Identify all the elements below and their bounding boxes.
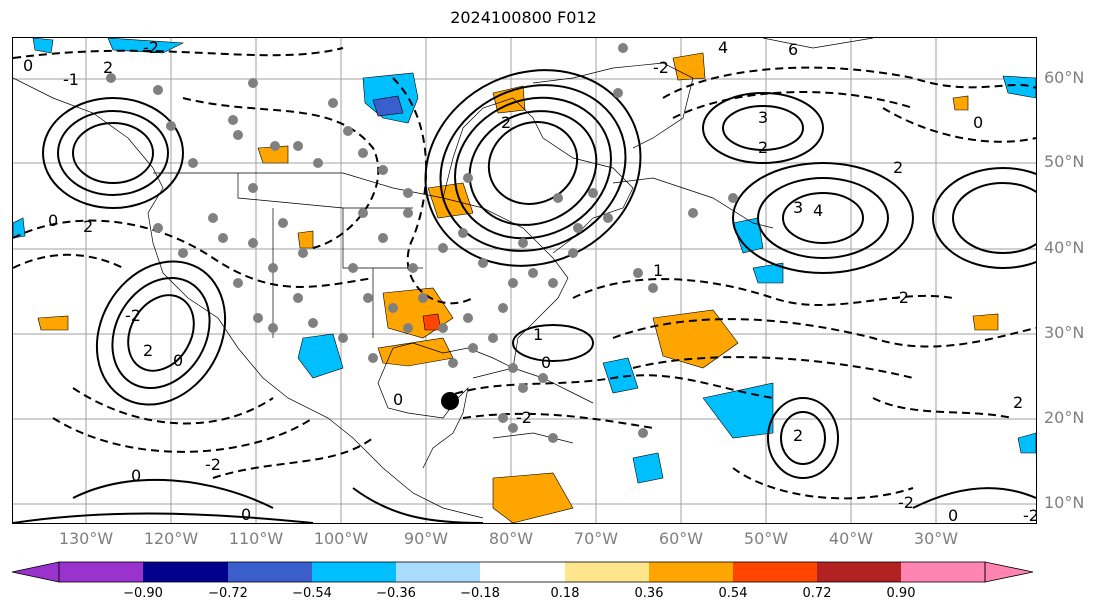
contour-label: 6 (788, 40, 798, 59)
contour-label: 3 (793, 198, 803, 217)
colorbar-segment (733, 562, 817, 582)
contour-label: 2 (501, 113, 511, 132)
contour-label: 0 (131, 466, 141, 485)
lon-label: 130°W (58, 529, 114, 548)
colorbar-tick-label: 0.54 (718, 586, 748, 601)
dashed-contours (13, 47, 1036, 500)
colorbar-extend-low (11, 561, 60, 583)
contour-label: -2 (516, 408, 532, 427)
contour-label: 2 (758, 138, 768, 157)
colorbar-segment (649, 562, 733, 582)
contour-label: 2 (793, 426, 803, 445)
contour-label: 0 (241, 505, 251, 523)
lon-label: 30°W (913, 529, 959, 548)
lon-label: 70°W (573, 529, 619, 548)
colorbar-tick-label: −0.18 (460, 586, 500, 601)
contour-label: 0 (173, 351, 183, 370)
colorbar-segment (565, 562, 649, 582)
contour-label: -2 (1023, 506, 1036, 523)
lat-label: 50°N (1044, 152, 1085, 171)
colorbar-segment (312, 562, 396, 582)
colorbar-tick-label: 0.36 (634, 586, 664, 601)
contour-label: -2 (205, 455, 221, 474)
contour-label: 2 (1013, 393, 1023, 412)
contour-label: 4 (813, 201, 823, 220)
contour-label: 4 (718, 38, 728, 57)
contour-label: -2 (125, 306, 141, 325)
colorbar-segment (143, 562, 228, 582)
colorbar-tick-label: 0.90 (886, 586, 916, 601)
contour-label: 2 (143, 341, 153, 360)
lon-label: 50°W (743, 529, 789, 548)
lon-label: 110°W (228, 529, 284, 548)
map-panel: 0 -1 2 -2 0 2 -2 2 0 0 -2 0 0 -2 0 1 2 -… (12, 37, 1037, 524)
contour-label: -2 (893, 288, 909, 307)
colorbar-tick-label: −0.72 (208, 586, 248, 601)
storm-center-marker (441, 392, 459, 410)
solid-contours (13, 69, 1036, 523)
colorbar-tick-label: 0.72 (802, 586, 832, 601)
coastlines (13, 38, 874, 519)
graticule (13, 38, 1036, 523)
station-markers (106, 43, 738, 443)
lon-label: 120°W (143, 529, 199, 548)
colorbar-tick-label: −0.54 (292, 586, 332, 601)
map-canvas: 0 -1 2 -2 0 2 -2 2 0 0 -2 0 0 -2 0 1 2 -… (13, 38, 1036, 523)
contour-label: 1 (653, 261, 663, 280)
lat-label: 60°N (1044, 68, 1085, 87)
contour-label: 2 (893, 158, 903, 177)
contour-label: 0 (948, 506, 958, 523)
colorbar-segment (228, 562, 312, 582)
contour-label: -1 (63, 70, 79, 89)
contour-label: -2 (143, 38, 159, 57)
contour-label: 0 (393, 390, 403, 409)
lon-label: 40°W (828, 529, 874, 548)
contour-label: 0 (541, 353, 551, 372)
colorbar-extend-high (984, 561, 1034, 583)
colorbar (11, 561, 1034, 583)
map-title: 2024100800 F012 (450, 8, 597, 27)
colorbar-segment (396, 562, 480, 582)
lat-label: 10°N (1044, 493, 1085, 512)
contour-label: 0 (23, 56, 33, 75)
anomaly-fills (13, 38, 1036, 523)
lon-label: 90°W (403, 529, 449, 548)
contour-label: 3 (758, 108, 768, 127)
lat-label: 20°N (1044, 408, 1085, 427)
contour-label: 2 (103, 58, 113, 77)
colorbar-segment (901, 562, 985, 582)
colorbar-tick-label: −0.90 (123, 586, 163, 601)
contour-label: -2 (653, 58, 669, 77)
contour-label: 0 (48, 211, 58, 230)
colorbar-outline (58, 561, 986, 583)
lat-label: 30°N (1044, 323, 1085, 342)
lon-label: 80°W (488, 529, 534, 548)
colorbar-segment (817, 562, 901, 582)
colorbar-tick-label: 0.18 (550, 586, 580, 601)
lat-label: 40°N (1044, 238, 1085, 257)
contour-label: 2 (83, 217, 93, 236)
lon-label: 60°W (658, 529, 704, 548)
colorbar-segment (480, 562, 565, 582)
contour-label: 0 (973, 113, 983, 132)
lon-label: 100°W (313, 529, 369, 548)
contour-label-group: 0 -1 2 -2 0 2 -2 2 0 0 -2 0 0 -2 0 1 2 -… (23, 38, 1036, 523)
colorbar-tick-label: −0.36 (376, 586, 416, 601)
colorbar-segment (59, 562, 143, 582)
contour-label: 1 (533, 325, 543, 344)
contour-label: -2 (898, 493, 914, 512)
